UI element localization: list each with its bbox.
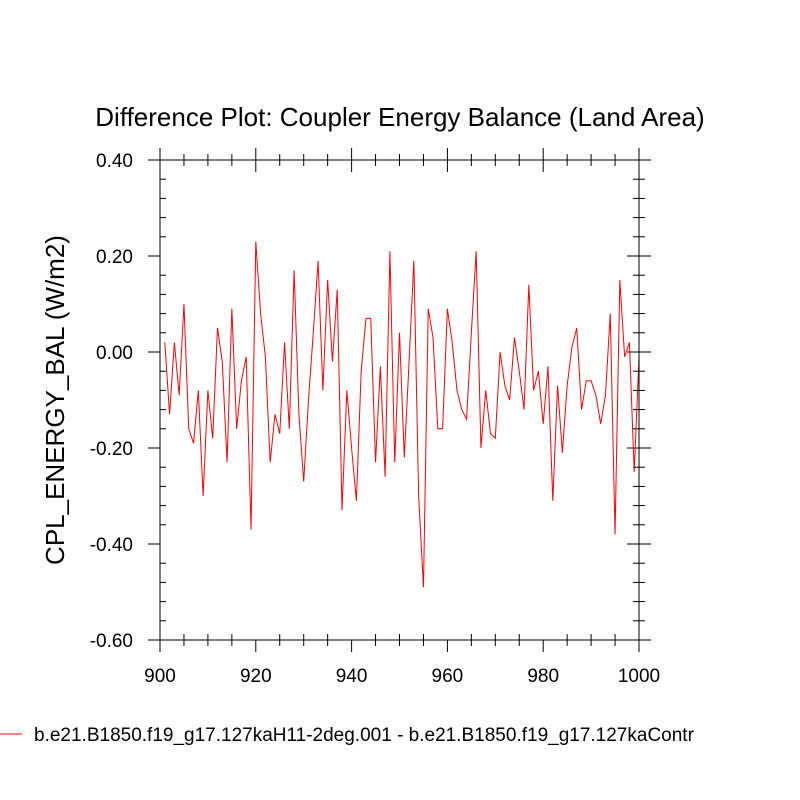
chart-title: Difference Plot: Coupler Energy Balance …	[95, 102, 704, 132]
y-tick-label: 0.00	[96, 343, 133, 364]
y-tick-label: -0.40	[90, 535, 133, 556]
x-tick-label: 940	[336, 666, 368, 687]
plot-frame	[159, 159, 640, 641]
y-tick-label: 0.40	[96, 151, 133, 172]
axis-ticks: -0.60 -0.40 -0.20 0.00 0.20 0.40 900 920 940 960 9…	[90, 148, 660, 687]
x-tick-label: 920	[240, 666, 272, 687]
y-tick-label: -0.20	[90, 439, 133, 460]
y-tick-label: -0.60	[90, 631, 133, 652]
x-tick-label: 1000	[618, 666, 660, 687]
x-tick-label: 960	[432, 666, 464, 687]
x-tick-label: 980	[527, 666, 559, 687]
y-tick-label: 0.20	[96, 247, 133, 268]
y-axis-label: CPL_ENERGY_BAL (W/m2)	[40, 235, 70, 565]
legend: b.e21.B1850.f19_g17.127kaH11-2deg.001 - …	[0, 725, 695, 746]
x-tick-label: 900	[144, 666, 176, 687]
series-layer	[164, 241, 640, 588]
legend-entry-label: b.e21.B1850.f19_g17.127kaH11-2deg.001 - …	[34, 725, 695, 746]
series-line	[164, 241, 640, 588]
